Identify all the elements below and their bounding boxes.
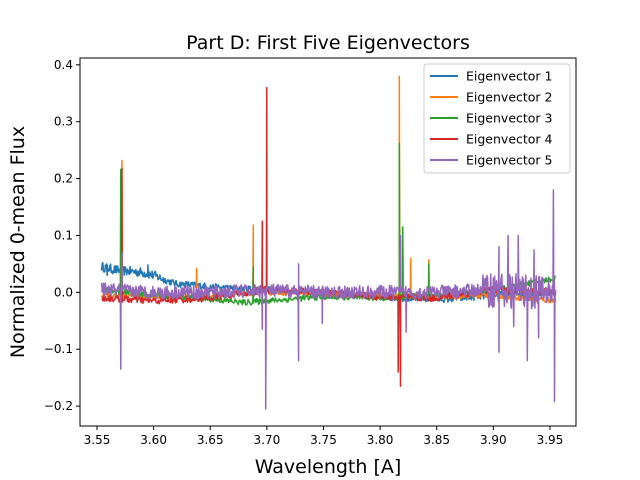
y-axis: −0.2 −0.1 0.0 0.1 0.2 0.3 0.4: [44, 58, 80, 413]
x-axis-label: Wavelength [A]: [255, 456, 402, 478]
legend-label: Eigenvector 2: [466, 90, 553, 105]
plot-frame: [79, 57, 577, 427]
x-tick-label: 3.65: [197, 433, 224, 447]
plot-area: [100, 75, 557, 410]
chart-title: Part D: First Five Eigenvectors: [186, 32, 470, 54]
y-tick-label: 0.1: [54, 228, 73, 242]
legend-label: Eigenvector 1: [466, 69, 553, 84]
x-tick-label: 3.70: [253, 433, 280, 447]
series-line-eigenvector-5: [100, 189, 557, 410]
x-tick-label: 3.75: [310, 433, 337, 447]
x-tick-label: 3.80: [367, 433, 394, 447]
legend-label: Eigenvector 3: [466, 111, 553, 126]
y-tick-label: 0.0: [54, 285, 73, 299]
y-axis-label: Normalized 0-mean Flux: [7, 126, 29, 358]
y-tick-label: 0.4: [54, 58, 73, 72]
legend-label: Eigenvector 5: [466, 153, 553, 168]
x-axis: 3.55 3.60 3.65 3.70 3.75 3.80 3.85 3.90 3.95: [84, 426, 564, 447]
x-tick-label: 3.90: [480, 433, 507, 447]
y-tick-label: 0.3: [54, 115, 73, 129]
legend-label: Eigenvector 4: [466, 132, 553, 147]
x-tick-label: 3.85: [423, 433, 450, 447]
x-tick-label: 3.55: [84, 433, 111, 447]
x-tick-label: 3.60: [140, 433, 167, 447]
y-tick-label: −0.2: [44, 399, 73, 413]
legend: Eigenvector 1 Eigenvector 2 Eigenvector 3 E…: [423, 63, 571, 174]
y-tick-label: 0.2: [54, 172, 73, 186]
y-tick-label: −0.1: [44, 342, 73, 356]
legend-box: [423, 63, 571, 174]
x-tick-label: 3.95: [537, 433, 564, 447]
